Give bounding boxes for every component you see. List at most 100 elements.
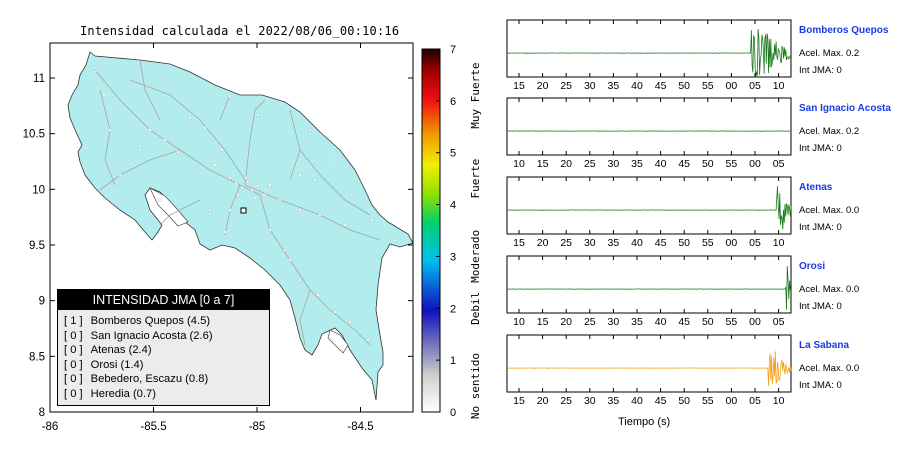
legend-station-item: [ 0 ] Atenas (2.4)	[64, 343, 269, 358]
legend-station-rank: [ 1 ]	[64, 315, 83, 327]
station-int-jma: Int JMA: 0	[799, 65, 842, 76]
road-line	[99, 89, 116, 186]
time-tick-label: 45	[655, 395, 667, 407]
legend-station-rank: [ 0 ]	[64, 373, 83, 386]
road-line	[299, 149, 371, 216]
station-accel-max: Acel. Max. 0.0	[799, 284, 860, 295]
time-tick-label: 30	[584, 80, 596, 92]
town-marker	[343, 223, 347, 227]
time-tick-label: 40	[655, 158, 667, 170]
time-tick-label: 30	[584, 237, 596, 249]
road-line	[299, 289, 311, 346]
station-int-jma: Int JMA: 0	[799, 301, 842, 312]
time-axis-label: Tiempo (s)	[618, 416, 671, 428]
town-marker	[223, 230, 227, 234]
town-marker	[188, 116, 192, 120]
town-marker	[256, 113, 260, 117]
map-y-tick: 10	[32, 184, 45, 196]
legend-title: INTENSIDAD JMA [0 a 7]	[58, 290, 269, 310]
colorbar-label: Muy Fuerte	[469, 63, 482, 129]
intensity-map: -86-85.5-85-84.5-84-83.5-831110.5109.598…	[23, 42, 414, 433]
map-y-tick: 11	[33, 73, 45, 85]
town-marker	[262, 193, 266, 197]
seismogram-panel: 15 20 25 30 35 40 45 50 55 00 05 10	[506, 19, 792, 92]
town-marker	[393, 238, 397, 242]
town-marker	[250, 188, 254, 192]
station-name: Atenas	[799, 182, 833, 193]
colorbar-gradient	[421, 48, 441, 413]
town-marker	[278, 198, 282, 202]
town-marker	[288, 258, 292, 262]
time-tick-label: 35	[631, 316, 643, 328]
town-marker	[370, 218, 374, 222]
map-title: Intensidad calculada el 2022/08/06_00:10…	[80, 24, 400, 38]
time-tick-label: 50	[678, 237, 690, 249]
seismogram-trace	[506, 28, 792, 78]
time-tick-label: 15	[537, 316, 549, 328]
town-marker	[148, 128, 152, 132]
time-tick-label: 30	[608, 316, 620, 328]
legend-station-rank: [ 0 ]	[64, 387, 83, 400]
station-name: La Sabana	[799, 340, 850, 351]
town-marker	[213, 163, 217, 167]
town-marker	[348, 320, 352, 324]
road-line	[244, 99, 266, 186]
time-tick-label: 45	[655, 237, 667, 249]
town-marker	[333, 310, 337, 314]
town-marker	[318, 213, 322, 217]
town-marker	[366, 338, 370, 342]
time-tick-label: 50	[702, 316, 714, 328]
time-tick-label: 45	[678, 158, 690, 170]
legend-station-item: [ 0 ] Bebedero, Escazu (0.8)	[64, 372, 269, 387]
road-line	[99, 149, 181, 191]
legend-station-item: [ 0 ] Heredia (0.7)	[64, 387, 269, 402]
road-line	[129, 79, 246, 181]
time-tick-label: 25	[584, 158, 596, 170]
time-tick-label: 10	[773, 395, 785, 407]
road-line	[139, 59, 161, 121]
town-marker	[203, 126, 207, 130]
seismogram-panel: 10 15 20 25 30 35 40 45 50 55 00 05	[506, 97, 792, 170]
legend-station-name: San Ignacio Acosta (2.6)	[90, 329, 213, 342]
colorbar-label: No sentido	[469, 353, 482, 419]
town-marker	[163, 138, 167, 142]
map-y-tick: 10.5	[23, 129, 45, 141]
time-tick-label: 00	[726, 395, 738, 407]
time-tick-label: 05	[773, 316, 785, 328]
time-tick-label: 30	[584, 395, 596, 407]
station-list: [ 1 ] Bomberos Quepos (4.5) [ 0 ] San Ignac…	[58, 310, 269, 402]
map-y-tick: 9.5	[29, 240, 45, 252]
time-tick-label: 00	[726, 80, 738, 92]
seismogram-panel: 15 20 25 30 35 40 45 50 55 00 05 10	[506, 334, 792, 407]
time-tick-label: 10	[773, 80, 785, 92]
town-marker	[220, 148, 224, 152]
time-tick-label: 10	[513, 158, 525, 170]
map-y-tick: 9	[39, 296, 45, 308]
road-line	[159, 199, 201, 226]
colorbar-tick: 4	[450, 200, 456, 212]
time-tick-label: 30	[608, 158, 620, 170]
time-tick-label: 35	[608, 80, 620, 92]
town-marker	[298, 173, 302, 177]
station-name: Orosi	[799, 261, 826, 272]
time-tick-label: 20	[560, 316, 572, 328]
time-tick-label: 10	[773, 237, 785, 249]
town-marker	[240, 186, 244, 190]
colorbar-tick: 0	[450, 407, 456, 419]
time-tick-label: 45	[655, 80, 667, 92]
time-tick-label: 40	[631, 395, 643, 407]
town-marker	[308, 128, 312, 132]
town-marker	[118, 173, 122, 177]
colorbar-tick: 2	[450, 303, 456, 315]
legend-station-item: [ 0 ] Orosi (1.4)	[64, 358, 269, 373]
station-accel-max: Acel. Max. 0.0	[799, 205, 860, 216]
colorbar-tick: 6	[450, 96, 456, 108]
seismogram-trace	[506, 266, 792, 310]
town-marker	[234, 182, 238, 186]
legend-station-name: Orosi (1.4)	[90, 358, 144, 371]
station-accel-max: Acel. Max. 0.2	[799, 48, 860, 59]
time-tick-label: 00	[749, 158, 761, 170]
time-tick-label: 20	[537, 395, 549, 407]
town-marker	[163, 78, 167, 82]
time-tick-label: 55	[702, 80, 714, 92]
